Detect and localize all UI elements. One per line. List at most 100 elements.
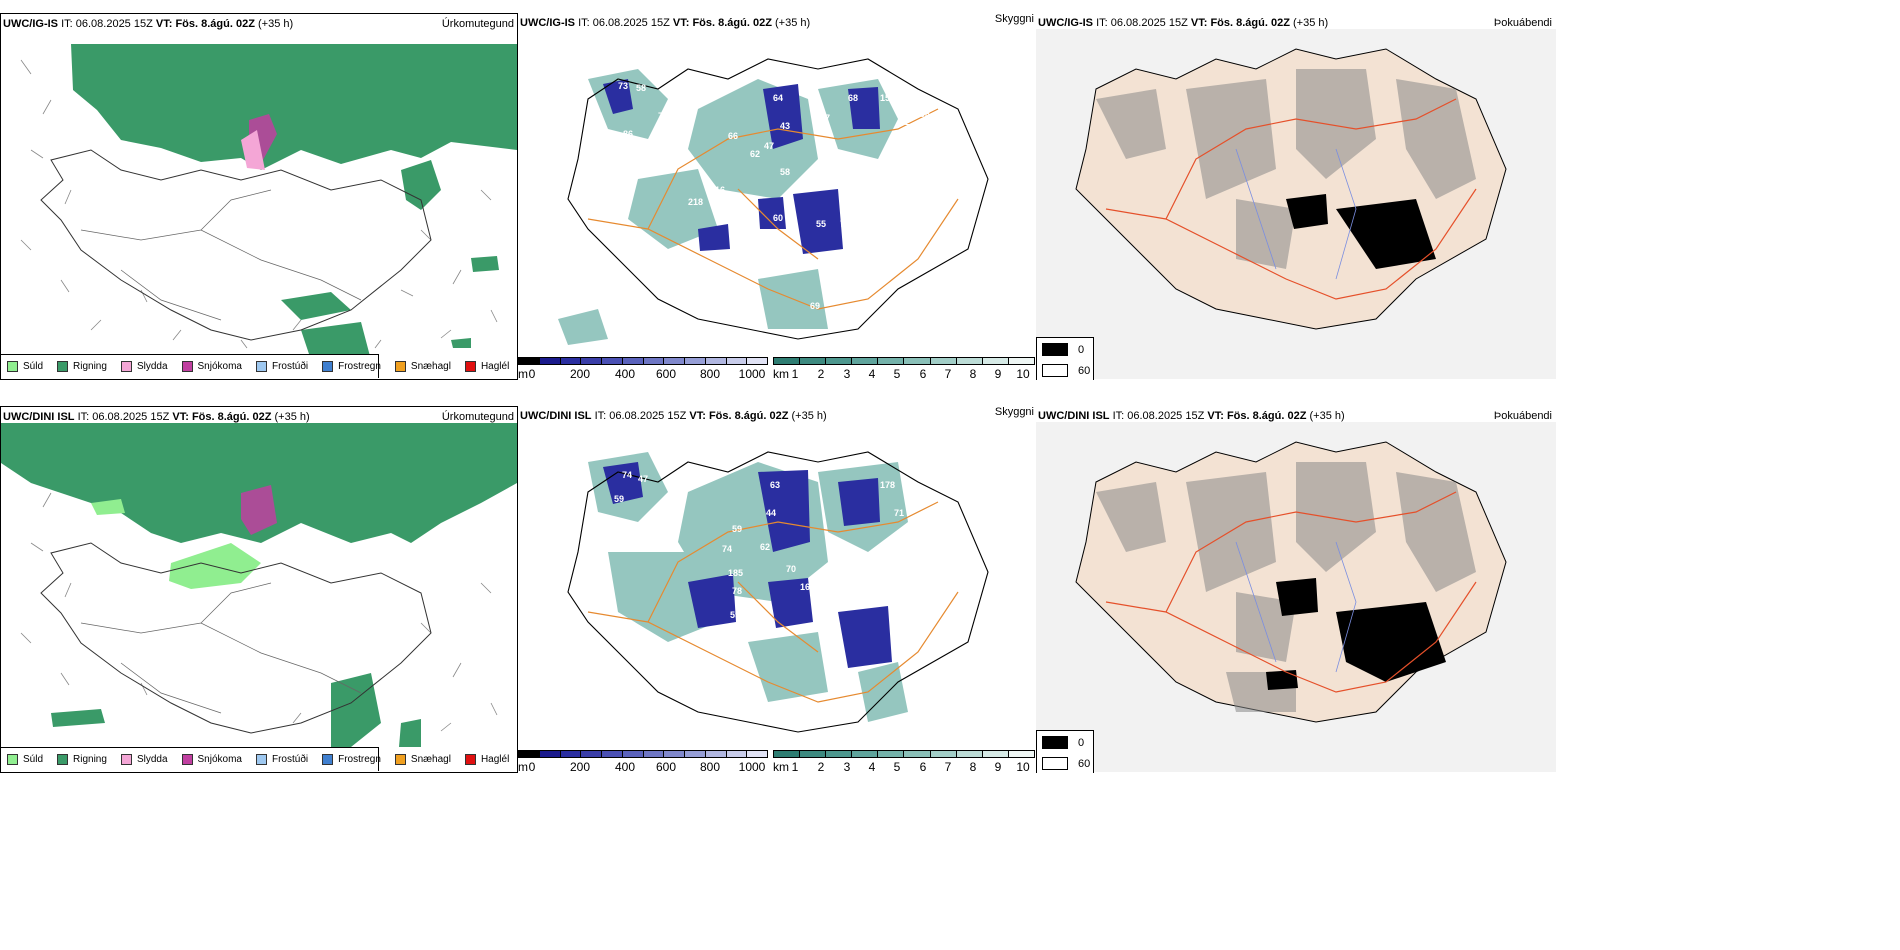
colorbar-tick: 1 — [791, 367, 799, 380]
visibility-colorbar: km 1 2 3 4 5 6 7 8 9 10 — [773, 750, 1035, 773]
iceland-outline — [40, 149, 432, 341]
rain-area-south — [281, 292, 370, 354]
cloud-label: 73 — [618, 81, 628, 91]
lead-time: (+35 h) — [274, 411, 310, 423]
swatch — [181, 361, 193, 372]
colorbar-tick: 8 — [969, 367, 977, 380]
colorbar-tick: 0 — [528, 367, 536, 380]
swatch — [57, 361, 69, 372]
iceland-outline — [567, 58, 989, 340]
colorbar-segment — [982, 751, 1009, 757]
cloud-label: 62 — [900, 117, 910, 127]
legend-item-snow: Snjókoma — [181, 754, 242, 765]
colorbar-segment — [705, 751, 727, 757]
wind-barbs — [20, 59, 498, 349]
colorbar-segment — [956, 751, 983, 757]
swatch — [7, 361, 18, 372]
cloud-label: 59 — [732, 524, 742, 534]
swatch — [394, 361, 406, 372]
cloudbase-colorbar-strip — [518, 750, 768, 758]
fog-panel-bottom: UWC/DINI ISL IT: 06.08.2025 15Z VT: Fös.… — [1036, 406, 1556, 773]
legend-item-hail: Haglél — [464, 754, 510, 765]
colorbar-unit: km — [773, 760, 789, 773]
colorbar-segment — [622, 751, 644, 757]
legend-label: Rigning — [73, 361, 107, 372]
precip-map — [1, 30, 517, 354]
cloud-label: 99 — [830, 624, 840, 634]
colorbar-segment — [904, 751, 931, 757]
colorbar-tick: 600 — [655, 367, 677, 380]
fog-key: 0 60 — [1036, 337, 1094, 380]
colorbar-tick: 200 — [569, 760, 591, 773]
legend-item-snow: Snjókoma — [181, 361, 242, 372]
colorbar-tick: 3 — [843, 367, 851, 380]
colorbar-tick: 4 — [868, 367, 876, 380]
swatch — [57, 754, 69, 765]
colorbar-segment — [956, 358, 983, 364]
colorbar-segment — [800, 358, 827, 364]
fog-key: 0 60 — [1036, 730, 1094, 773]
fog-key-box — [1042, 736, 1068, 749]
cloud-label: 63 — [682, 714, 692, 724]
cloud-label: 60 — [773, 213, 783, 223]
colorbar-segment — [705, 358, 727, 364]
cloud-label: 12 — [832, 652, 842, 662]
fog-map-svg — [1036, 422, 1556, 772]
colorbar-tick: 0 — [528, 760, 536, 773]
cloud-label: 218 — [688, 197, 703, 207]
fog-map — [1036, 422, 1556, 772]
colorbar-segment — [852, 358, 879, 364]
it-label: IT: — [1096, 17, 1108, 29]
colorbar-segment — [560, 358, 582, 364]
vt-label: VT: — [689, 410, 706, 422]
cloudbase-colorbar: m 0 200 400 600 800 1000 — [518, 750, 768, 773]
swatch — [464, 361, 476, 372]
vt-value: Fös. 8.ágú. 02Z — [191, 411, 272, 423]
model-name: UWC/IG-IS — [3, 18, 58, 30]
colorbar-tick: 1 — [791, 760, 799, 773]
swatch — [394, 754, 406, 765]
fog-key-label: 60 — [1078, 364, 1091, 377]
cloud-label: 97 — [914, 624, 924, 634]
snow-area — [241, 485, 277, 535]
colorbar-tick: 7 — [944, 760, 952, 773]
precip-type-panel-top: UWC/IG-IS IT: 06.08.2025 15Z VT: Fös. 8.… — [0, 13, 518, 380]
swatch — [464, 754, 476, 765]
vt-label: VT: — [155, 18, 173, 30]
fog-key-label: 0 — [1078, 343, 1085, 356]
panel-header: UWC/IG-IS IT: 06.08.2025 15Z VT: Fös. 8.… — [3, 14, 293, 34]
cloud-label: 69 — [860, 189, 870, 199]
it-value: 06.08.2025 15Z — [92, 411, 170, 423]
cloud-label: 52 — [814, 616, 824, 626]
panel-type-title: Skyggni — [994, 13, 1034, 25]
roads — [587, 108, 959, 310]
colorbar-segment — [747, 358, 767, 364]
fog-key-box — [1042, 364, 1068, 377]
cloud-label: 43 — [780, 121, 790, 131]
it-label: IT: — [594, 410, 607, 422]
colorbar-segment — [539, 358, 561, 364]
legend-item-snow-pellets: Snæhagl — [394, 361, 451, 372]
legend-label: Haglél — [480, 754, 510, 765]
cloud-label: 70 — [786, 564, 796, 574]
legend-item-rain: Rigning — [57, 361, 107, 372]
cloud-label: 66 — [728, 131, 738, 141]
rain-area-south — [51, 673, 421, 747]
colorbar-tick: 1000 — [738, 367, 766, 380]
legend-item-sleet: Slydda — [120, 361, 168, 372]
cloud-label: 74 — [622, 470, 632, 480]
fog-map — [1036, 29, 1556, 379]
legend-item-drizzle: Súld — [7, 754, 43, 765]
swatch — [255, 754, 267, 765]
cloud-label: 47 — [764, 141, 774, 151]
rivers — [1235, 541, 1357, 673]
colorbar-segment — [930, 751, 957, 757]
legend-label: Súld — [23, 754, 44, 765]
fog-gray-areas — [1096, 462, 1476, 712]
colorbar-segment — [878, 751, 905, 757]
panel-header: UWC/IG-IS IT: 06.08.2025 15Z VT: Fös. 8.… — [520, 13, 810, 33]
vt-value: Fös. 8.ágú. 02Z — [175, 18, 255, 30]
legend-item-hail: Haglél — [464, 361, 509, 372]
fog-key-row: 60 — [1042, 757, 1090, 770]
visibility-map-svg: 73 58 75 86 64 43 52 67 68 158 62 98 66 … — [558, 58, 989, 345]
